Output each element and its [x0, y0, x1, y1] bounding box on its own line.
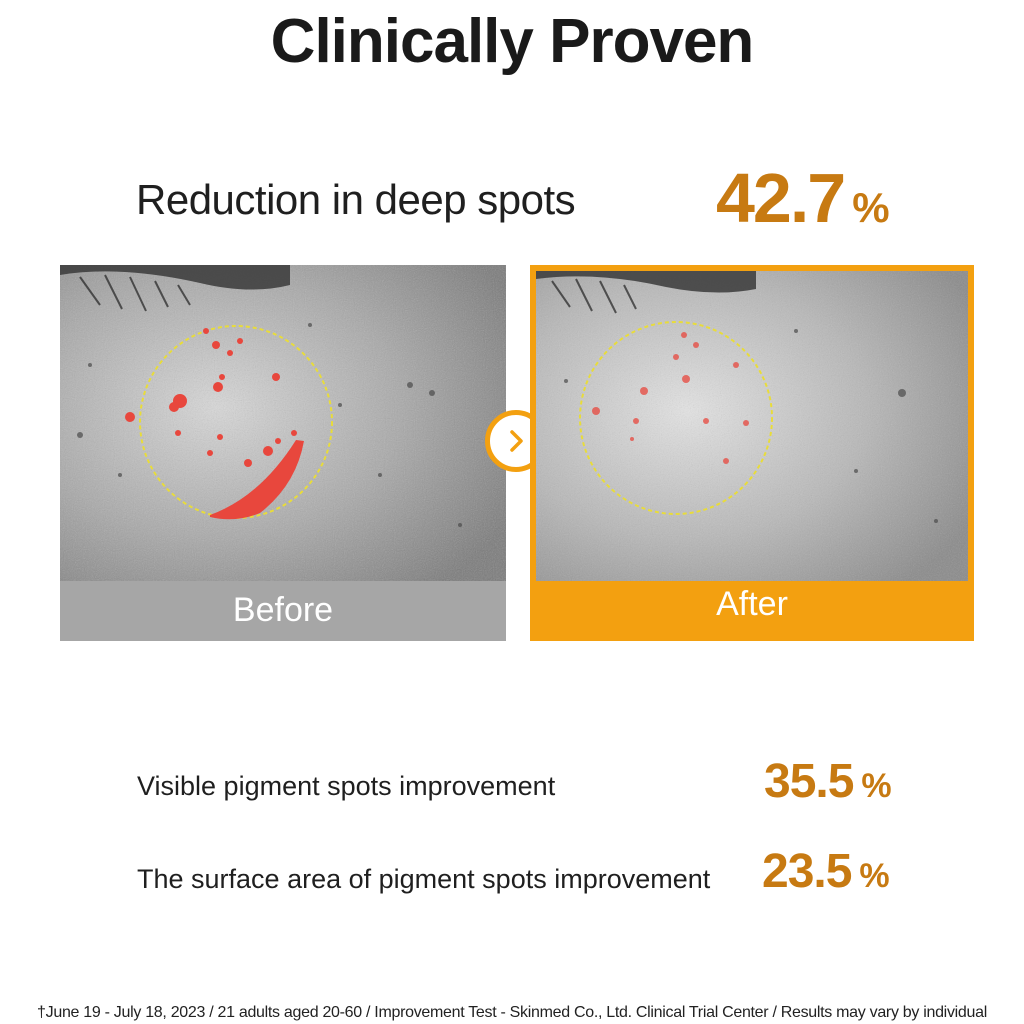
page-title: Clinically Proven	[270, 7, 755, 76]
stat-unit: %	[861, 767, 892, 805]
headline-unit: %	[852, 184, 890, 231]
before-skin-photo	[60, 265, 506, 581]
spot-markers	[592, 332, 749, 464]
after-panel: After	[530, 265, 974, 641]
stat-value-surface-area: 23.5%	[762, 844, 890, 899]
after-skin-photo	[536, 271, 968, 581]
stat-label-visible-spots: Visible pigment spots improvement	[137, 771, 556, 801]
stat-number: 23.5	[762, 845, 852, 898]
before-label: Before	[232, 591, 334, 629]
headline-number: 42.7	[716, 159, 846, 237]
after-label: After	[716, 585, 788, 623]
footnote: †June 19 - July 18, 2023 / 21 adults age…	[37, 1004, 987, 1021]
stat-unit: %	[859, 857, 890, 895]
spot-markers	[125, 328, 304, 520]
stat-number: 35.5	[764, 755, 854, 808]
stat-value-visible-spots: 35.5%	[764, 754, 892, 809]
headline-label: Reduction in deep spots	[136, 176, 576, 223]
before-panel: Before	[60, 265, 506, 641]
chevron-right-icon	[510, 430, 523, 452]
headline-value: 42.7%	[716, 158, 890, 238]
stat-label-surface-area: The surface area of pigment spots improv…	[137, 864, 711, 894]
